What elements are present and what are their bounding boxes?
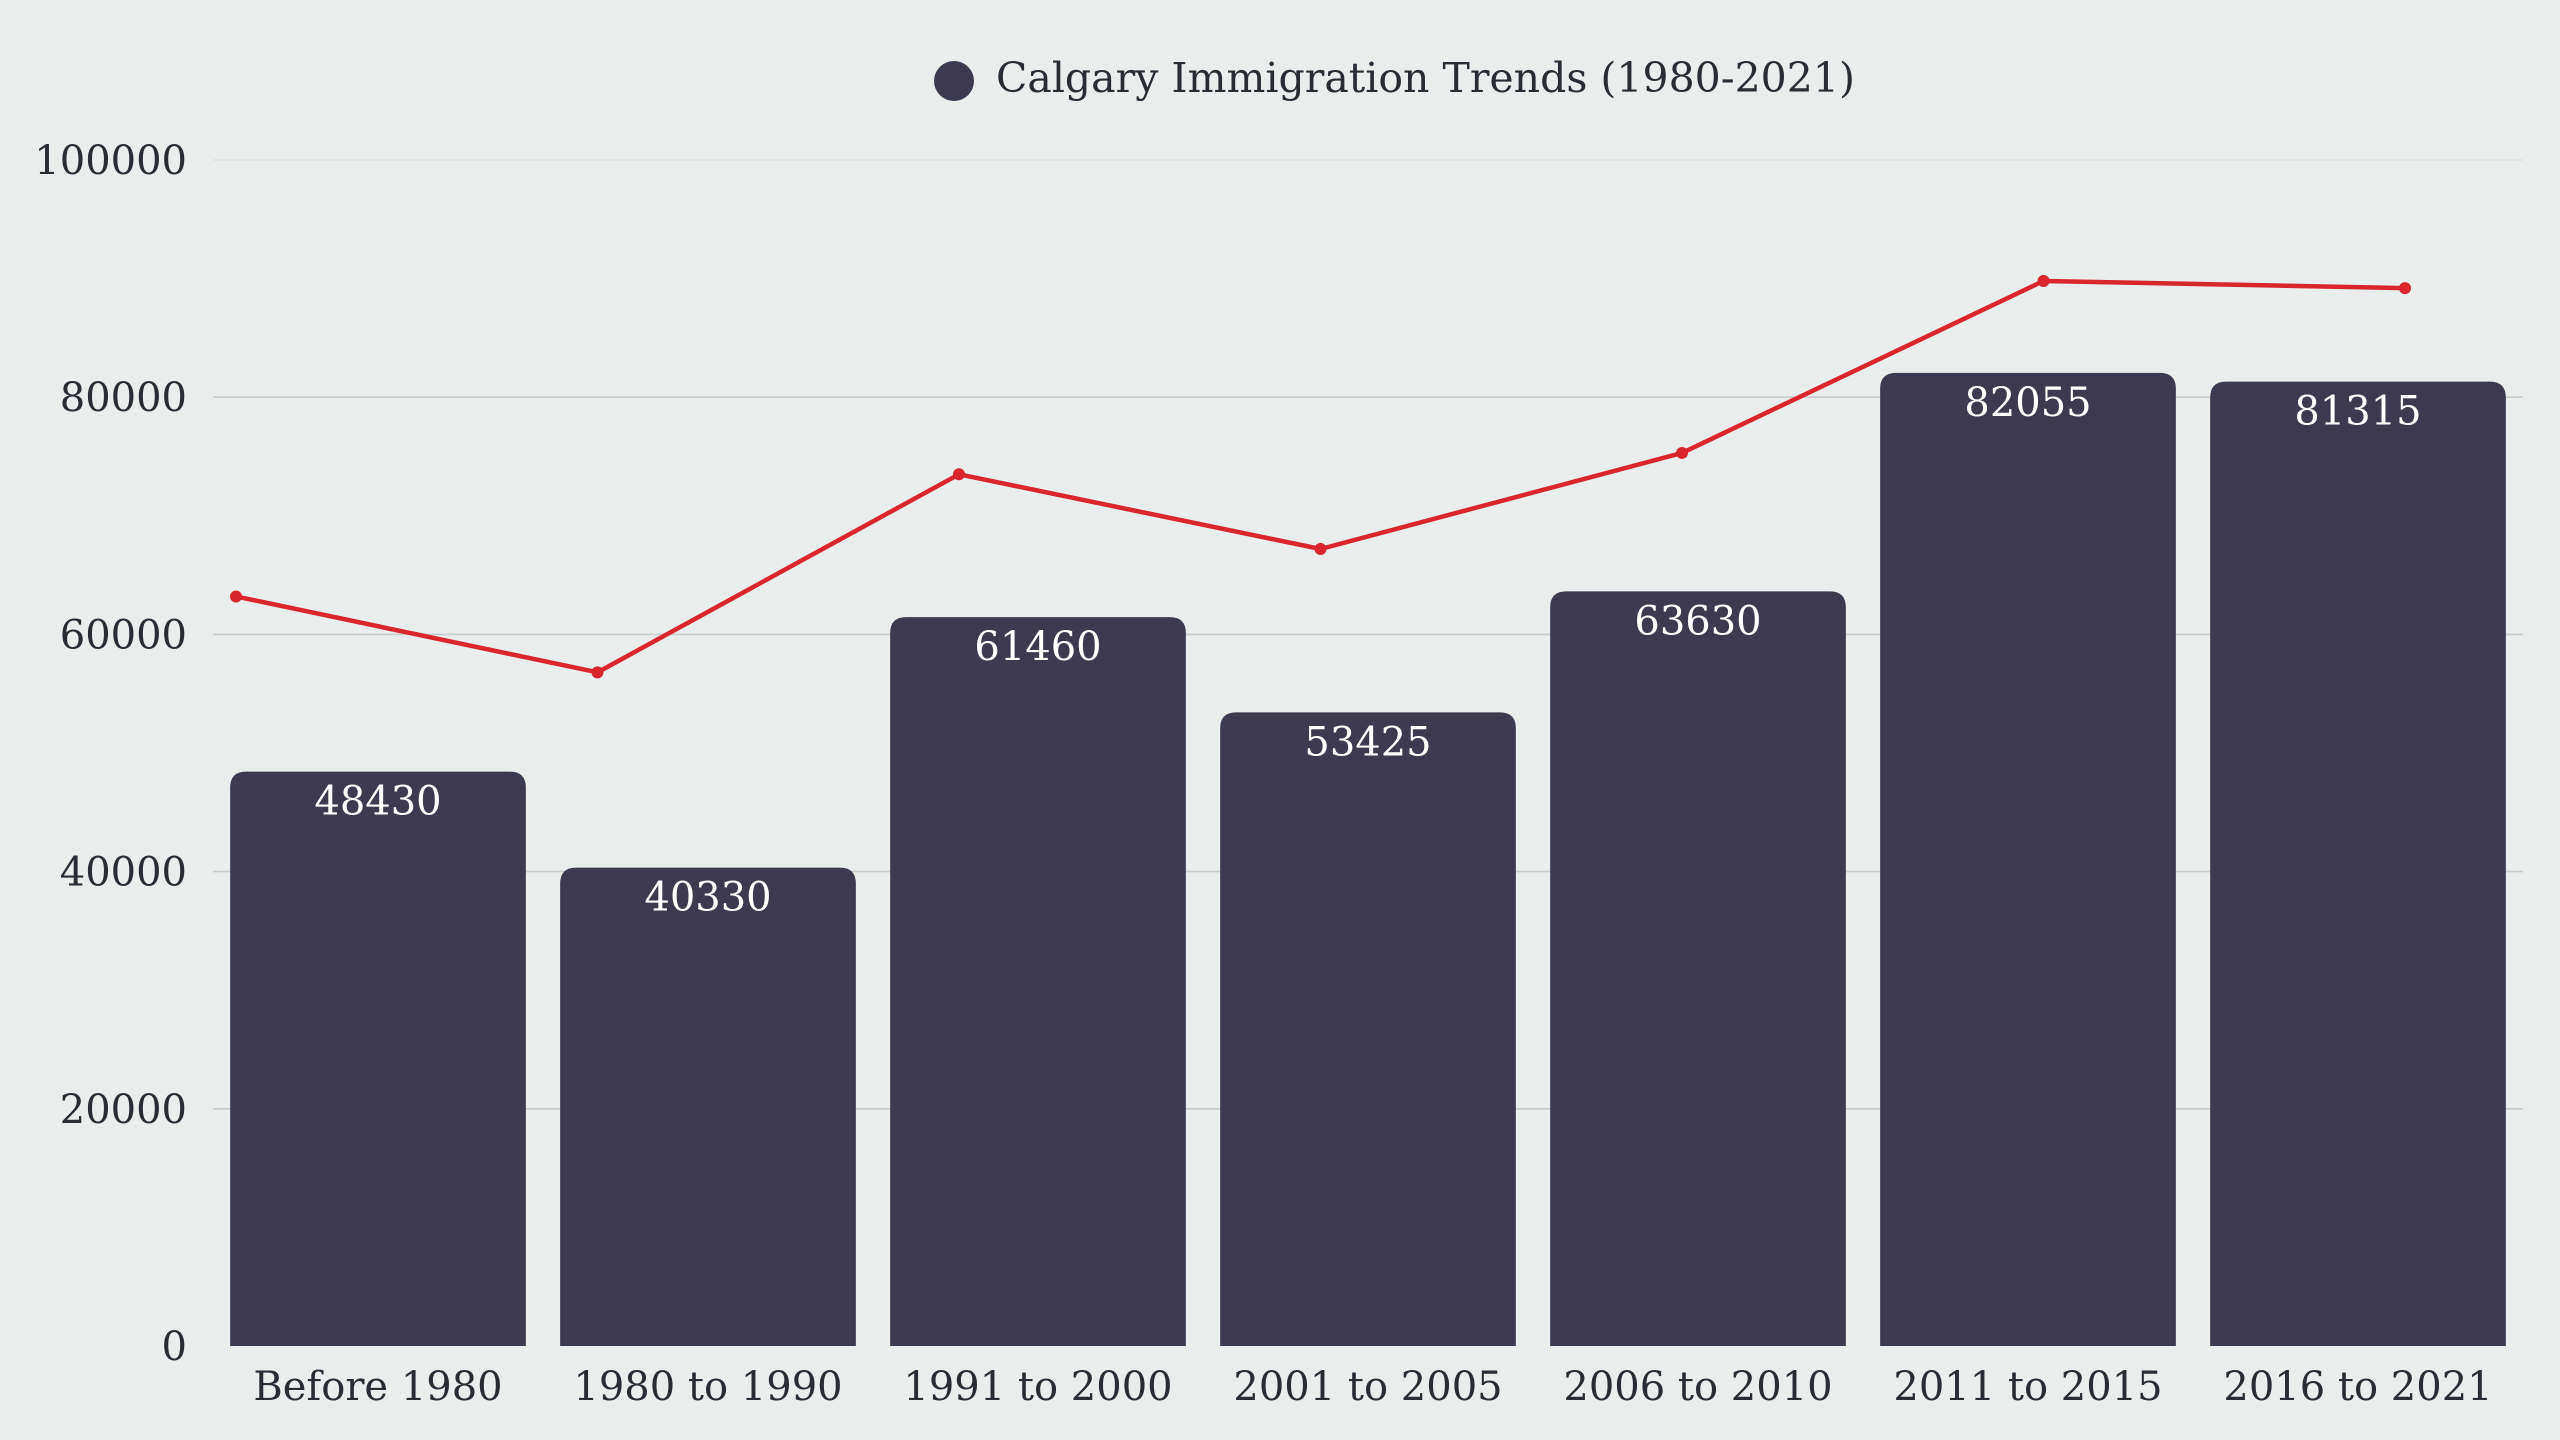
bar <box>230 771 526 1346</box>
y-tick-label: 20000 <box>60 1087 187 1133</box>
x-tick-label: 1991 to 2000 <box>903 1364 1172 1410</box>
bar-value-label: 81315 <box>2294 389 2421 435</box>
y-axis: 0 20000 40000 60000 80000 100000 <box>34 138 187 1370</box>
x-tick-label: 1980 to 1990 <box>573 1364 842 1410</box>
line-point <box>230 590 242 603</box>
line-series <box>230 274 2411 679</box>
bar <box>890 617 1186 1346</box>
line-point <box>591 666 604 679</box>
bar <box>560 867 856 1346</box>
legend-label: Calgary Immigration Trends (1980-2021) <box>996 54 1855 102</box>
bar <box>1220 712 1516 1346</box>
x-tick-label: 2016 to 2021 <box>2223 1364 2492 1410</box>
bar-value-label: 53425 <box>1304 719 1431 765</box>
line-point <box>1314 543 1327 556</box>
legend-marker <box>934 61 974 101</box>
y-tick-label: 60000 <box>60 612 187 658</box>
x-tick-label: Before 1980 <box>253 1364 502 1410</box>
bar <box>1880 372 2176 1346</box>
bar-value-label: 61460 <box>974 624 1101 670</box>
line-point <box>2399 282 2411 295</box>
line-point <box>2037 274 2050 287</box>
x-axis: Before 1980 1980 to 1990 1991 to 2000 2001 … <box>253 1364 2492 1410</box>
y-tick-label: 100000 <box>34 138 187 184</box>
bar-value-label: 40330 <box>644 875 771 921</box>
bar-value-label: 82055 <box>1964 380 2091 426</box>
bar-value-label: 63630 <box>1634 598 1761 644</box>
legend: Calgary Immigration Trends (1980-2021) <box>934 54 1855 102</box>
x-tick-label: 2006 to 2010 <box>1563 1364 1832 1410</box>
bars: 48430 40330 61460 53425 63630 82055 81315 <box>230 372 2506 1346</box>
bar-value-label: 48430 <box>314 779 441 825</box>
bar <box>1550 591 1846 1346</box>
line-point <box>1676 446 1688 459</box>
bar <box>2210 381 2506 1346</box>
y-tick-label: 80000 <box>60 375 187 421</box>
y-tick-label: 0 <box>162 1324 187 1370</box>
x-tick-label: 2001 to 2005 <box>1233 1364 1502 1410</box>
x-tick-label: 2011 to 2015 <box>1893 1364 2162 1410</box>
y-tick-label: 40000 <box>60 850 187 896</box>
line-point <box>953 468 965 481</box>
